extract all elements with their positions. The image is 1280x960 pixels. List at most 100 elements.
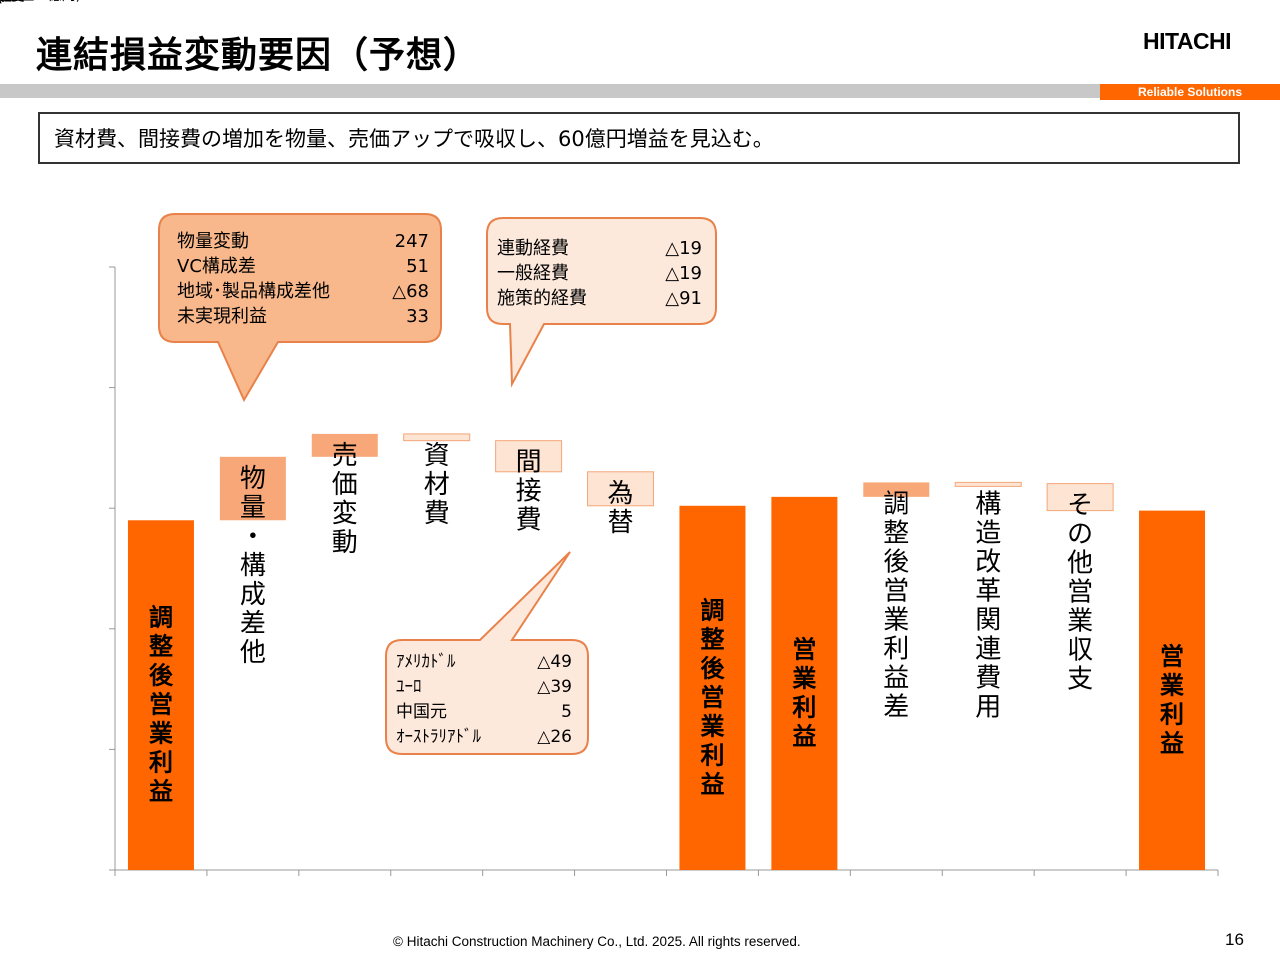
bar-value-label: △112 (0, 0, 36, 7)
inside-label-char: 益 (792, 722, 816, 750)
inside-label-char: 後 (700, 654, 725, 682)
side-label-char: 資 (424, 441, 450, 471)
callout-fx: ｱﾒﾘｶﾄﾞﾙ △49 ﾕｰﾛ △39 中国元 5 ｵｰｽﾄﾗﾘｱﾄﾞﾙ △26 (385, 551, 589, 755)
delta-bar (219, 456, 286, 521)
tagline: Reliable Solutions (1100, 84, 1280, 100)
side-label-char: 替 (608, 508, 634, 538)
side-label-char: 差 (240, 609, 266, 639)
inside-label-char: 営 (700, 683, 724, 711)
callout-row-label: 一般経費 (497, 263, 569, 284)
callout-row-value: △26 (537, 727, 572, 747)
x-category-label: 25年度 (0, 0, 25, 4)
side-label-char: の (1067, 520, 1093, 550)
inside-label-char: 営 (792, 635, 816, 663)
delta-bar (587, 471, 655, 507)
side-label-char: 利 (883, 634, 909, 664)
callout-shape (158, 213, 442, 403)
side-label-char: 構 (975, 489, 1001, 519)
bar-value-label: 1,490 (0, 0, 41, 7)
inside-label-char: 益 (1160, 729, 1184, 757)
inside-label-char: 業 (700, 712, 724, 740)
side-label-char: 関 (975, 605, 1001, 635)
bar-side-label: 資材費 (424, 441, 450, 529)
side-label-char: 価 (332, 470, 358, 500)
side-label-char: 他 (1067, 549, 1093, 579)
x-category-label: 24年度 (0, 0, 25, 4)
callout-indirect-costs: 連動経費 △19 一般経費 △19 施策的経費 △91 (486, 217, 717, 388)
inside-label-char: 業 (149, 720, 173, 748)
callout-row-label: 中国元 (396, 702, 447, 722)
x-category-sublabel: 予想 (0, 0, 15, 4)
x-category-sublabel: 予想 (0, 0, 15, 4)
side-label-char: 動 (332, 528, 358, 558)
inside-label-char: 調 (700, 596, 724, 624)
side-label-char: 改 (975, 547, 1001, 577)
side-label-char: 連 (975, 634, 1001, 664)
inside-label-char: 営 (1160, 642, 1184, 670)
bar-value-label: △5 (0, 0, 19, 7)
bar-value-label: 263 (0, 0, 26, 7)
side-label-char: 他 (240, 638, 266, 668)
bar-side-label: 為替 (608, 479, 634, 538)
side-label-char: 接 (516, 477, 542, 507)
delta-bar (863, 482, 930, 497)
bar-value-label: 1,510 (0, 0, 41, 7)
side-label-char: 成 (240, 580, 266, 610)
callout-row-label: ﾕｰﾛ (396, 677, 422, 697)
callout-row-label: 連動経費 (497, 238, 569, 259)
hitachi-logo: HITACHI (1143, 28, 1232, 54)
callout-row-value: △19 (665, 238, 702, 259)
side-label-char: 後 (883, 547, 909, 577)
inside-label-char: 業 (792, 664, 816, 692)
delta-bar (954, 481, 1022, 487)
side-label-char: 費 (516, 506, 542, 536)
copyright: © Hitachi Construction Machinery Co., Lt… (393, 934, 801, 949)
bar-value-label: 1,450 (0, 0, 41, 7)
side-label-char: 造 (975, 518, 1001, 548)
total-bar (127, 520, 194, 870)
side-label-char: 変 (332, 499, 358, 529)
side-label-char: 費 (975, 663, 1001, 693)
unit-label: (単位：億円) (0, 0, 81, 4)
side-label-char: 収 (1067, 636, 1093, 666)
page-number: 16 (1225, 930, 1244, 949)
side-label-char: 支 (1067, 665, 1093, 695)
delta-bar (403, 433, 471, 442)
total-bar (679, 505, 746, 870)
inside-label-char: 益 (700, 770, 724, 798)
side-label-char: 間 (516, 448, 542, 478)
side-label-char: 営 (1067, 578, 1093, 608)
side-label-char: 業 (883, 605, 909, 635)
x-category-label: 25年度 (0, 0, 25, 4)
side-label-char: 費 (424, 499, 450, 529)
bar-value-label: △129 (0, 0, 36, 7)
bar-value-label: △141 (0, 0, 36, 7)
delta-bar (495, 440, 563, 473)
side-label-char: 業 (1067, 607, 1093, 637)
callout-shape (385, 551, 589, 755)
side-label-char: 構 (240, 551, 266, 581)
callout-row-value: 51 (406, 256, 429, 277)
inside-label-char: 益 (149, 778, 173, 806)
side-label-char: 調 (883, 489, 909, 519)
side-label-char: 整 (883, 518, 909, 548)
bar-side-label: 間接費 (516, 448, 542, 536)
inside-label-char: 整 (700, 625, 724, 653)
side-label-char: 売 (332, 441, 358, 471)
callout-row-label: 未実現利益 (177, 306, 267, 327)
bar-side-label: 物量・構成差他 (240, 464, 266, 668)
x-category-sublabel: 実績 (0, 0, 15, 4)
callout-row-label: ｵｰｽﾄﾗﾘｱﾄﾞﾙ (396, 727, 481, 747)
inside-label-char: 利 (700, 741, 724, 769)
callout-row-label: VC構成差 (177, 256, 256, 277)
callout-row-label: ｱﾒﾘｶﾄﾞﾙ (396, 652, 456, 672)
side-label-char: 物 (240, 464, 266, 494)
callout-row-value: △91 (665, 288, 702, 309)
bar-value-label: △28 (0, 0, 28, 7)
